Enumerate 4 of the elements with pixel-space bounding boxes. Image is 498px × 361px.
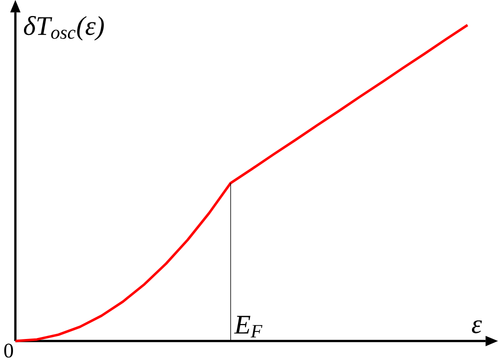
annotation: E$_{F}$	[234, 316, 262, 338]
y-axis-title: δT$_{osc}$(ε)	[24, 16, 104, 41]
text: 0	[4, 344, 13, 358]
x-axis-title: ε	[472, 320, 482, 334]
